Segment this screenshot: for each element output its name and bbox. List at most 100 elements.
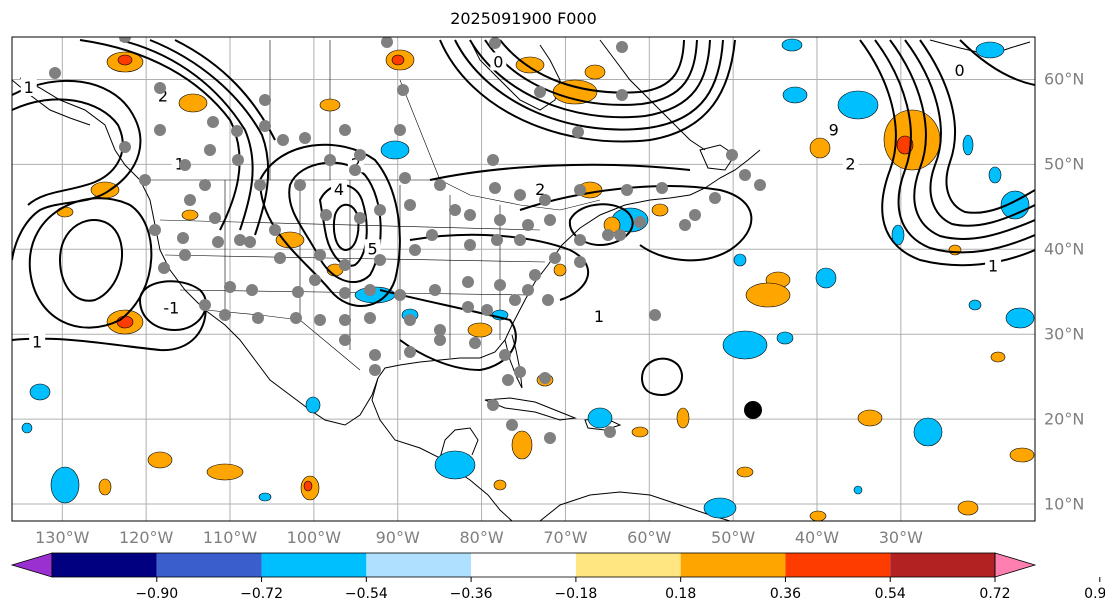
station-dot bbox=[522, 219, 534, 231]
positive-shade bbox=[391, 54, 405, 66]
contour-label: 1 bbox=[594, 307, 604, 326]
station-dot bbox=[539, 372, 551, 384]
colorbar-tick-label: 0.36 bbox=[769, 586, 802, 602]
contour-label-bg bbox=[20, 77, 37, 96]
positive-shade bbox=[651, 203, 669, 217]
contour-alaska-1 bbox=[12, 79, 142, 261]
station-dot bbox=[549, 252, 561, 264]
positive-shade bbox=[676, 407, 690, 429]
station-dot bbox=[434, 324, 446, 336]
station-dot bbox=[726, 149, 738, 161]
negative-shade bbox=[975, 41, 1005, 59]
station-dot bbox=[469, 337, 481, 349]
lat-label: 20°N bbox=[1044, 409, 1085, 429]
lon-label: 40°W bbox=[794, 528, 840, 547]
station-dot bbox=[199, 179, 211, 191]
cuba-coast bbox=[484, 397, 577, 421]
contour-trough-2 bbox=[454, 39, 724, 131]
contour-pacific-loop bbox=[58, 219, 124, 302]
contour-east-ridge-3 bbox=[889, 39, 1035, 240]
station-dot bbox=[634, 216, 646, 228]
positive-shade bbox=[745, 282, 791, 308]
positive-shade bbox=[511, 430, 533, 460]
lon-label: 100°W bbox=[286, 528, 342, 547]
us-canada-border bbox=[140, 179, 601, 211]
station-dot bbox=[234, 234, 246, 246]
station-dot bbox=[381, 37, 393, 48]
station-dot bbox=[409, 244, 421, 256]
contour-label: 2 bbox=[158, 86, 168, 105]
colorbar-tick-label: −0.72 bbox=[240, 586, 283, 602]
contour-label-bg bbox=[163, 298, 180, 317]
colorbar-tick-label: 0.72 bbox=[979, 586, 1011, 602]
station-dot bbox=[149, 224, 161, 236]
map-frame bbox=[11, 36, 1036, 522]
station-dot bbox=[154, 124, 166, 136]
station-dot bbox=[177, 232, 189, 244]
contour-subtrop-loop bbox=[640, 357, 683, 397]
negative-shade bbox=[722, 330, 768, 360]
yucatan-coast bbox=[439, 427, 479, 459]
station-dot bbox=[339, 259, 351, 271]
station-dot bbox=[320, 209, 332, 221]
station-dot bbox=[364, 312, 376, 324]
contour-label-bg bbox=[951, 60, 968, 79]
station-dot bbox=[572, 126, 584, 138]
station-dot bbox=[489, 37, 501, 49]
station-dot bbox=[621, 184, 633, 196]
station-dot bbox=[462, 301, 474, 313]
positive-shade bbox=[736, 466, 754, 478]
station-dot bbox=[494, 214, 506, 226]
station-dot bbox=[481, 304, 493, 316]
station-dot bbox=[314, 314, 326, 326]
station-dot bbox=[494, 279, 506, 291]
station-dot bbox=[207, 116, 219, 128]
positive-shade bbox=[117, 54, 133, 66]
positive-shade bbox=[116, 315, 134, 329]
negative-shade bbox=[434, 450, 476, 480]
contour-east-ridge-1 bbox=[859, 39, 1035, 267]
station-dot bbox=[404, 346, 416, 358]
contour-trough-3 bbox=[469, 39, 711, 119]
station-dot bbox=[689, 209, 701, 221]
station-dot bbox=[656, 182, 668, 194]
negative-shade bbox=[733, 253, 747, 267]
station-dot bbox=[364, 284, 376, 296]
colorbar-segment bbox=[366, 553, 472, 577]
negative-shade bbox=[837, 90, 879, 120]
contour-east-ridge-5 bbox=[919, 39, 1035, 214]
station-dot bbox=[394, 124, 406, 136]
positive-shade bbox=[1009, 447, 1035, 463]
contour-atlantic-2 bbox=[429, 163, 691, 181]
contour-label: 1 bbox=[32, 333, 42, 352]
station-dot bbox=[158, 262, 170, 274]
colorbar-segment bbox=[785, 553, 891, 577]
contour-east-ridge-2 bbox=[874, 39, 1035, 254]
positive-shade bbox=[467, 322, 493, 338]
lon-label: 30°W bbox=[878, 528, 923, 547]
station-dot bbox=[397, 84, 409, 96]
florida-coast bbox=[504, 334, 523, 389]
contour-label: 4 bbox=[334, 180, 344, 199]
negative-shade bbox=[968, 299, 982, 311]
station-dot bbox=[487, 154, 499, 166]
lon-label: 50°W bbox=[711, 528, 756, 547]
positive-shade bbox=[990, 351, 1006, 363]
station-dot bbox=[491, 234, 503, 246]
contour-label: 2 bbox=[351, 154, 361, 173]
station-dot bbox=[299, 132, 311, 144]
station-dot bbox=[449, 204, 461, 216]
station-dot bbox=[434, 334, 446, 346]
station-dot bbox=[502, 374, 514, 386]
station-dot bbox=[616, 89, 628, 101]
station-dot bbox=[339, 334, 351, 346]
station-dot bbox=[514, 366, 526, 378]
colorbar-segment bbox=[890, 553, 995, 577]
station-dot bbox=[292, 286, 304, 298]
colorbar-segment bbox=[52, 553, 157, 577]
station-dot bbox=[314, 249, 326, 261]
station-dot bbox=[434, 179, 446, 191]
contour-label: 2 bbox=[845, 154, 855, 173]
positive-shade bbox=[584, 64, 606, 80]
